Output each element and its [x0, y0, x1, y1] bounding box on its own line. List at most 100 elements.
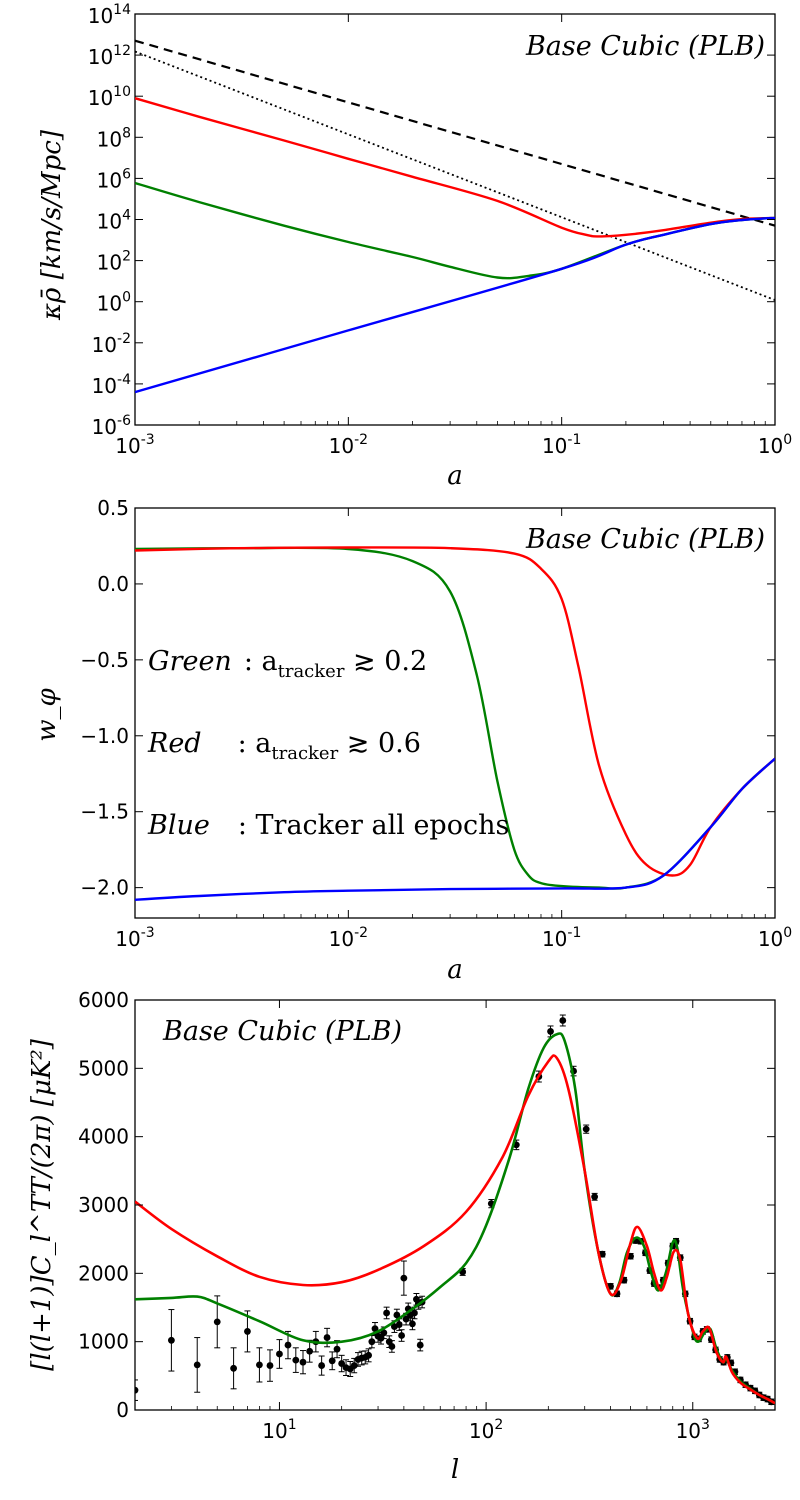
- eos-series-red: [135, 546, 775, 877]
- panel1-ytick-label: 10-2: [92, 331, 131, 357]
- cmb-data-point: [398, 1332, 405, 1339]
- density-series-dashed: [135, 39, 775, 227]
- cmb-data-point: [306, 1347, 314, 1355]
- legend-green-rel: ≳ 0.2: [344, 646, 427, 677]
- cmb-data-point: [338, 1360, 346, 1367]
- cmb-data-point: [266, 1362, 274, 1369]
- legend-green-sub: tracker: [278, 661, 345, 682]
- panel3-ytick-label: 5000: [78, 1056, 129, 1080]
- panel1-xtick-label: 10-2: [329, 432, 368, 458]
- panel2-xtick-label: 10-3: [115, 925, 154, 951]
- cmb-data-point: [591, 1193, 599, 1201]
- cmb-data-point: [393, 1311, 401, 1319]
- cmb-data-point: [582, 1125, 590, 1133]
- panel-cmb-spectrum: 101 102 103 0 1000 2000 3000 4000 5000 6000 Base …: [27, 988, 776, 1485]
- cmb-data-point: [333, 1345, 341, 1353]
- panel2-xtick-label: 10-2: [329, 925, 368, 951]
- panel2-ytick-label: −2.0: [80, 876, 129, 900]
- panel3-frame: [134, 999, 776, 1411]
- cmb-data-point: [411, 1309, 418, 1317]
- panel3-xtick-label: 103: [676, 1417, 710, 1443]
- cmb-data-point: [383, 1309, 391, 1317]
- legend-green-desc: : a: [244, 646, 278, 677]
- cmb-data-point: [135, 1386, 139, 1394]
- cmb-data-point: [365, 1351, 372, 1359]
- panel1-xtick-label: 10-3: [115, 432, 154, 458]
- cmb-data-point: [416, 1341, 424, 1349]
- panel3-ytick-label: 4000: [78, 1125, 129, 1149]
- legend-red-sub: tracker: [271, 743, 338, 764]
- panel1-ytick-label: 1010: [88, 84, 131, 110]
- panel1-ytick-label: 10-4: [92, 372, 132, 398]
- panel3-ylabel: [l(l+1)]C_l^TT/(2π) [μK²]: [27, 1038, 57, 1371]
- panel1-annotation: Base Cubic (PLB): [525, 31, 765, 62]
- panel3-ytick-label: 0: [116, 1398, 129, 1422]
- density-series-dotted: [135, 50, 775, 301]
- cmb-data-point: [350, 1362, 358, 1369]
- panel2-annotation: Base Cubic (PLB): [525, 524, 765, 555]
- cmb-data-point: [395, 1321, 403, 1328]
- panel1-ylabel: κρ̄ [km/s/Mpc]: [37, 129, 67, 321]
- panel2-xlabel: a: [447, 955, 463, 985]
- cmb-data-point: [256, 1361, 263, 1369]
- cmb-data-point: [318, 1362, 326, 1369]
- cmb-data-point: [167, 1336, 175, 1344]
- cmb-data-point: [598, 1250, 606, 1258]
- panel1-ytick-label: 108: [97, 125, 131, 151]
- cmb-data-point: [559, 1017, 567, 1024]
- cmb-data-point: [547, 1028, 554, 1035]
- cmb-data-point: [244, 1328, 251, 1335]
- cmb-data-point: [400, 1274, 408, 1282]
- panel1-xtick-label: 100: [758, 432, 792, 458]
- panel1-ytick-label: 102: [97, 249, 131, 275]
- cmb-data-point: [368, 1338, 376, 1346]
- cmb-data-point: [380, 1329, 388, 1337]
- panel1-ytick-label: 106: [97, 166, 131, 192]
- density-series-red: [135, 97, 775, 238]
- cmb-data-point: [299, 1358, 307, 1366]
- panel2-xtick-label: 10-1: [542, 925, 581, 951]
- cmb-series-red: [135, 1054, 775, 1405]
- cmb-data-point: [193, 1361, 201, 1369]
- legend-red-desc: : a: [238, 728, 272, 759]
- panel2-ytick-label: 0.5: [97, 496, 129, 520]
- panel-equation-of-state: 10-3 10-2 10-1 100 0.5 0.0 −0.5 −1.0 −1.5 −2.0 Ba…: [32, 496, 792, 985]
- panel3-annotation: Base Cubic (PLB): [162, 1016, 402, 1047]
- panel2-ylabel: w_φ: [32, 687, 62, 741]
- panel1-ytick-label: 100: [97, 290, 131, 316]
- panel3-xtick-label: 102: [469, 1417, 503, 1443]
- legend-green: Green : atracker ≳ 0.2: [148, 646, 427, 682]
- panel2-ytick-label: 0.0: [97, 572, 129, 596]
- panel2-xtick-label: 100: [758, 925, 792, 951]
- cmb-data-point: [292, 1356, 300, 1364]
- density-series-blue: [135, 216, 775, 394]
- cmb-data-point: [388, 1343, 396, 1350]
- panel1-xtick-label: 10-1: [542, 432, 581, 458]
- panel3-ytick-label: 2000: [78, 1261, 129, 1285]
- panel3-ytick-label: 1000: [78, 1330, 129, 1354]
- panel1-ytick-label: 104: [97, 208, 131, 234]
- legend-blue: Blue : Tracker all epochs: [147, 810, 509, 841]
- legend-green-name: Green: [148, 646, 232, 677]
- panel2-ytick-label: −0.5: [80, 648, 129, 672]
- panel2-ytick-label: −1.0: [80, 724, 129, 748]
- legend-blue-name: Blue: [147, 810, 210, 841]
- cmb-data-point: [328, 1357, 336, 1365]
- panel1-ytick-label: 1012: [88, 43, 131, 69]
- panel3-ytick-label: 3000: [78, 1193, 129, 1217]
- panel3-ytick-label: 6000: [78, 988, 129, 1012]
- panel1-ytick-label: 10-6: [92, 413, 132, 439]
- panel-density: 10-3 10-2 10-1 100 10-6 10-4 10-2 100 102 104 106 1…: [37, 2, 792, 491]
- panel1-ytick-label: 1014: [88, 2, 131, 28]
- cmb-data-point: [230, 1364, 238, 1372]
- legend-red-rel: ≳ 0.6: [338, 728, 421, 759]
- cmb-data-point: [284, 1341, 292, 1349]
- legend-red-name: Red: [147, 728, 202, 759]
- cmb-data-point: [323, 1334, 331, 1341]
- legend-red: Red : atracker ≳ 0.6: [147, 728, 421, 764]
- eos-series-blue: [135, 757, 775, 901]
- panel3-xlabel: l: [451, 1455, 459, 1485]
- panel2-frame: [134, 507, 776, 919]
- legend-blue-desc: : Tracker all epochs: [238, 810, 509, 841]
